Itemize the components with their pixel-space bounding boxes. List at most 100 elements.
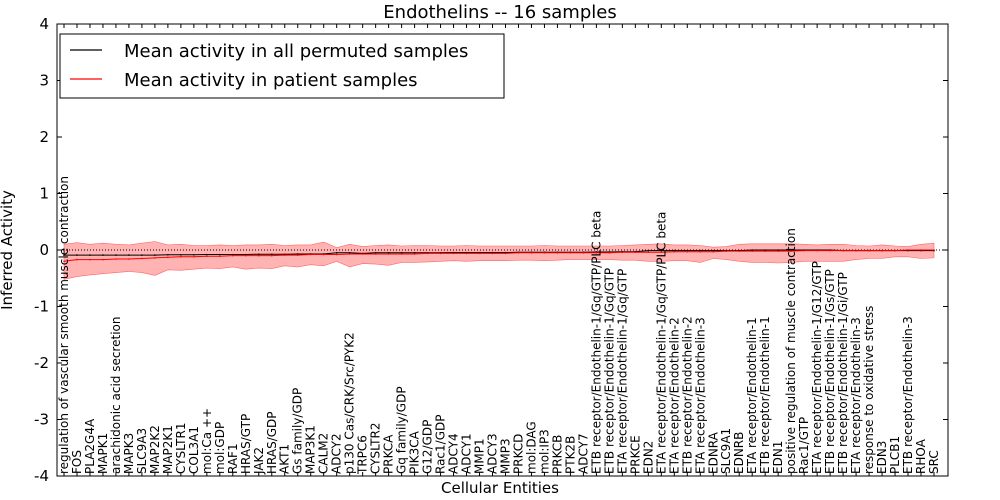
x-category-label-64: PLCB1 bbox=[888, 436, 902, 474]
patient-point-60 bbox=[842, 249, 844, 252]
patient-point-24 bbox=[374, 253, 377, 255]
patient-point-61 bbox=[855, 249, 857, 252]
patient-point-39 bbox=[569, 252, 572, 254]
permuted-point-9 bbox=[180, 254, 182, 256]
patient-point-37 bbox=[543, 252, 546, 254]
patient-point-30 bbox=[452, 252, 455, 255]
legend-label-1: Mean activity in patient samples bbox=[124, 70, 418, 91]
patient-point-21 bbox=[335, 253, 338, 256]
x-category-label-19: MAP3K1 bbox=[304, 425, 318, 474]
x-category-label-2: PLA2G4A bbox=[83, 418, 97, 474]
permuted-point-10 bbox=[193, 254, 195, 256]
patient-point-38 bbox=[556, 252, 559, 254]
patient-point-41 bbox=[595, 252, 598, 254]
x-category-label-0: regulation of vascular smooth muscle con… bbox=[57, 176, 71, 474]
patient-point-22 bbox=[348, 253, 351, 255]
patient-point-6 bbox=[141, 257, 143, 260]
patient-point-59 bbox=[829, 249, 831, 252]
x-category-label-40: ADCY7 bbox=[576, 433, 590, 474]
x-category-label-42: ETB receptor/Endothelin-1/Gq/GTP bbox=[602, 268, 616, 474]
x-category-label-39: PTK2B bbox=[563, 436, 577, 474]
permuted-point-24 bbox=[374, 252, 377, 254]
permuted-point-6 bbox=[141, 254, 143, 256]
y-axis-title: Inferred Activity bbox=[0, 190, 16, 310]
x-category-label-9: CYSLTR1 bbox=[174, 423, 188, 474]
x-category-label-5: MAPK3 bbox=[122, 433, 136, 474]
patient-point-11 bbox=[206, 255, 208, 258]
permuted-point-5 bbox=[128, 254, 130, 256]
x-category-label-23: TRPC6 bbox=[356, 435, 370, 475]
x-axis-title: Cellular Entities bbox=[441, 479, 559, 497]
x-category-label-37: mol:IP3 bbox=[537, 429, 551, 474]
patient-point-15 bbox=[257, 254, 260, 257]
patient-mean-line bbox=[63, 249, 934, 262]
patient-point-5 bbox=[128, 258, 130, 260]
legend-box bbox=[59, 33, 505, 99]
x-category-label-8: MAP2K1 bbox=[161, 425, 175, 474]
x-category-label-1: FOS bbox=[70, 450, 84, 474]
patient-point-47 bbox=[673, 250, 676, 253]
x-category-label-43: ETA receptor/Endothelin-1/Gq/GTP bbox=[615, 269, 629, 474]
x-category-label-62: response to oxidative stress bbox=[862, 306, 876, 474]
patient-point-57 bbox=[803, 249, 805, 252]
y-tick-label--3: -3 bbox=[34, 411, 49, 429]
x-category-label-55: EDN1 bbox=[771, 441, 785, 474]
x-category-label-29: Rac1/GDP bbox=[434, 415, 448, 474]
x-category-label-34: MMP3 bbox=[499, 438, 513, 474]
patient-point-29 bbox=[439, 252, 442, 255]
legend: Mean activity in all permuted samples Mea… bbox=[59, 33, 505, 99]
x-category-label-3: MAPK1 bbox=[96, 433, 110, 474]
patient-point-19 bbox=[309, 253, 312, 256]
patient-point-26 bbox=[400, 253, 403, 255]
permuted-point-27 bbox=[413, 252, 416, 254]
permuted-point-1 bbox=[76, 254, 78, 256]
x-category-label-13: RAF1 bbox=[226, 443, 240, 474]
permuted-point-8 bbox=[167, 254, 169, 256]
x-category-label-10: COL3A1 bbox=[187, 426, 201, 474]
x-category-label-53: ETA receptor/Endothelin-1 bbox=[745, 317, 759, 474]
x-category-label-26: Gq family/GDP bbox=[395, 386, 409, 474]
y-tick-label-3: 3 bbox=[39, 72, 49, 90]
patient-point-27 bbox=[413, 253, 416, 255]
permuted-point-22 bbox=[348, 252, 351, 254]
patient-point-10 bbox=[193, 255, 195, 258]
patient-point-49 bbox=[699, 250, 702, 253]
patient-point-46 bbox=[660, 251, 663, 254]
legend-label-0: Mean activity in all permuted samples bbox=[124, 41, 468, 62]
permuted-point-53 bbox=[751, 249, 754, 251]
permuted-point-48 bbox=[686, 249, 689, 252]
x-category-label-16: HRAS/GDP bbox=[265, 411, 279, 474]
permuted-point-11 bbox=[206, 253, 208, 256]
y-tick-label-1: 1 bbox=[39, 185, 49, 203]
patient-point-42 bbox=[608, 252, 611, 254]
patient-point-1 bbox=[76, 258, 78, 261]
permuted-point-54 bbox=[764, 249, 766, 251]
x-category-label-50: EDNRA bbox=[706, 431, 720, 474]
permuted-mean-line bbox=[64, 249, 934, 256]
x-category-label-47: ETA receptor/Endothelin-2 bbox=[667, 317, 681, 474]
permuted-point-14 bbox=[244, 253, 247, 256]
x-category-label-36: mol:DAG bbox=[525, 421, 539, 474]
x-category-label-45: EDN2 bbox=[641, 441, 655, 474]
y-tick-label-0: 0 bbox=[39, 241, 49, 259]
patient-point-16 bbox=[270, 254, 273, 257]
x-category-label-21: ADCY2 bbox=[330, 433, 344, 474]
patient-point-9 bbox=[180, 255, 182, 258]
y-tick-label--1: -1 bbox=[34, 298, 49, 316]
x-category-label-15: JAK2 bbox=[252, 447, 266, 475]
x-category-label-31: ADCY1 bbox=[460, 433, 474, 474]
x-category-label-6: SLC9A3 bbox=[135, 428, 149, 474]
x-category-label-57: Rac1/GTP bbox=[797, 417, 811, 474]
permuted-point-26 bbox=[400, 252, 403, 254]
chart-title: Endothelins -- 16 samples bbox=[383, 2, 616, 23]
patient-point-40 bbox=[582, 252, 585, 254]
x-category-label-28: G12/GDP bbox=[421, 420, 435, 474]
patient-point-28 bbox=[426, 252, 429, 255]
x-category-label-24: CYSLTR2 bbox=[369, 423, 383, 474]
patient-point-25 bbox=[387, 253, 390, 255]
permuted-point-2 bbox=[89, 254, 91, 256]
permuted-point-4 bbox=[115, 254, 117, 256]
patient-point-13 bbox=[232, 254, 234, 257]
permuted-point-46 bbox=[660, 249, 663, 252]
